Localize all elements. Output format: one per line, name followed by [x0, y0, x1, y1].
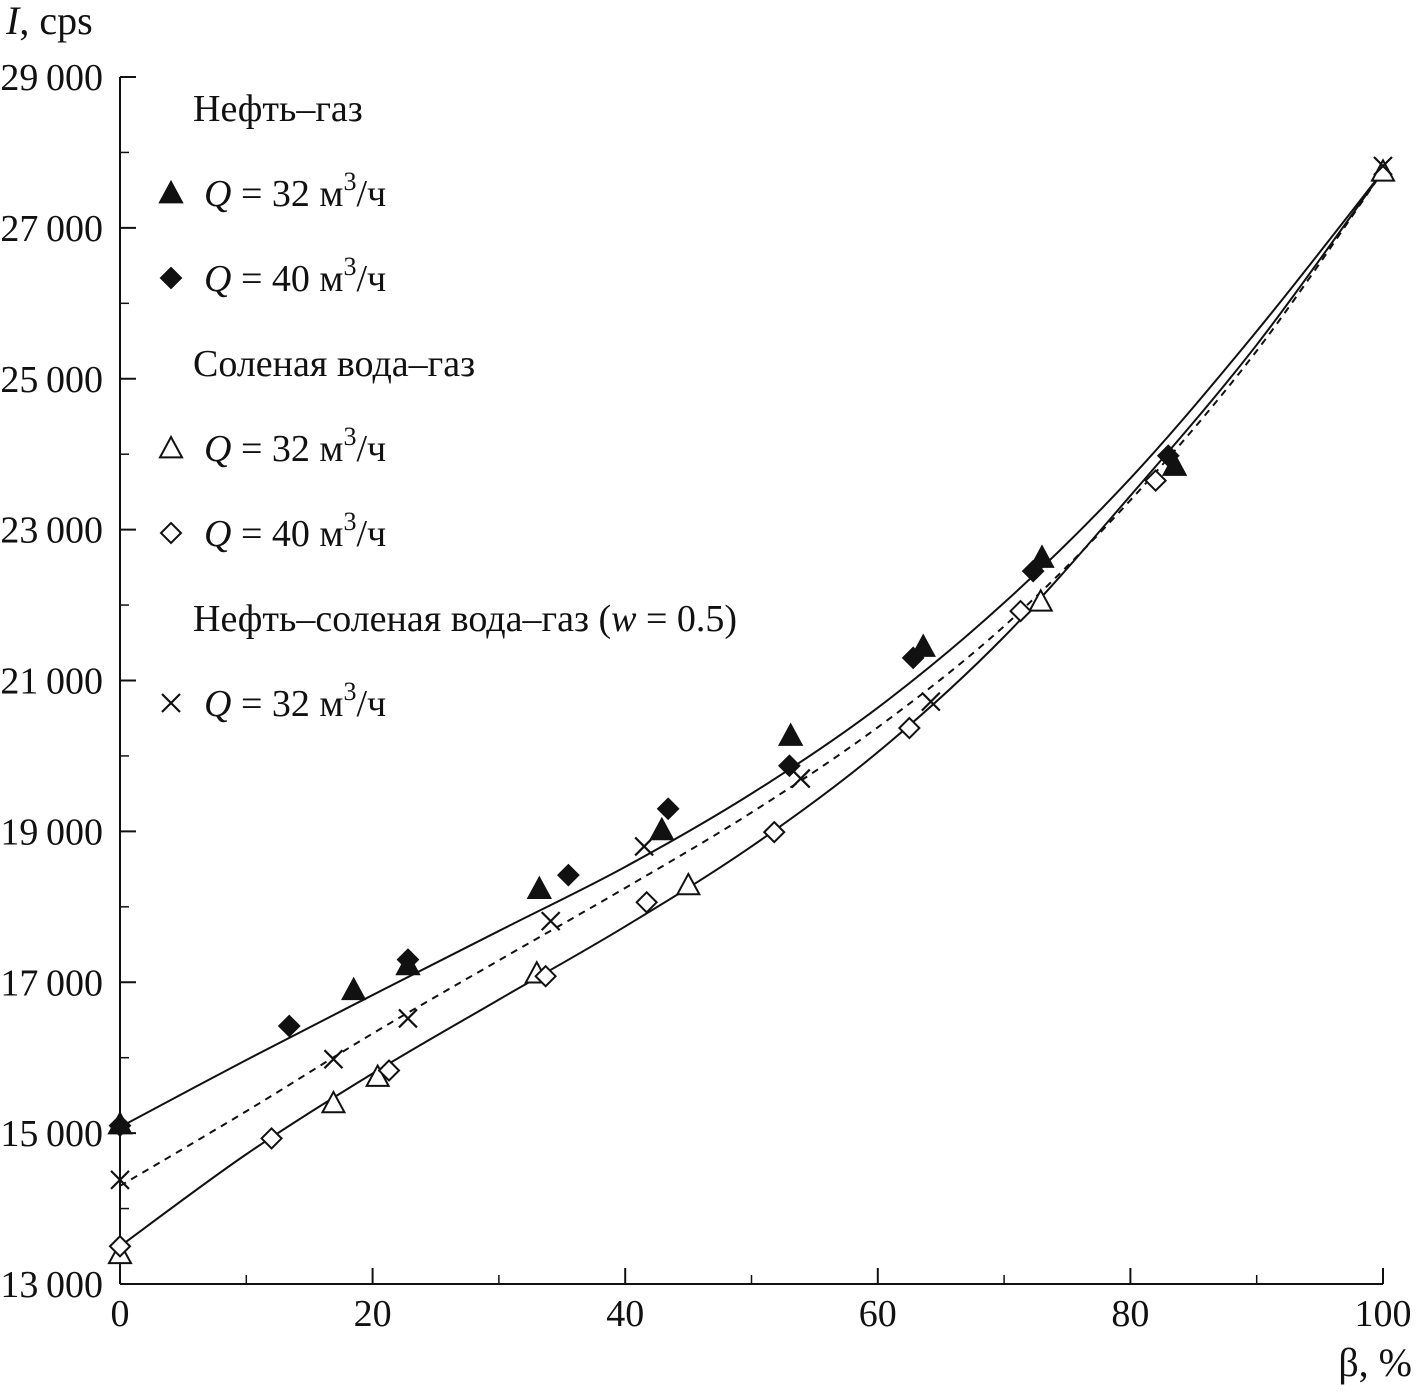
data-point-cross — [1373, 156, 1393, 176]
fit-curve-1 — [119, 170, 1384, 1128]
data-point-diamond-filled — [396, 948, 420, 972]
x-axis-title-var: β — [1338, 1340, 1358, 1385]
legend-marker-triangle-filled — [158, 179, 184, 204]
x-tick-label: 40 — [606, 1293, 644, 1335]
series-diamond-open — [108, 469, 1168, 1258]
y-axis-title: I, cps — [5, 0, 93, 43]
data-point-triangle-open — [1028, 588, 1054, 612]
data-point-cross — [634, 836, 654, 857]
data-point-cross — [323, 1049, 344, 1069]
x-tick-label: 80 — [1111, 1293, 1149, 1335]
legend-entry-label: Q = 32 м3/ч — [204, 677, 386, 725]
x-tick-label: 20 — [354, 1293, 392, 1335]
legend-entry: Q = 40 м3/ч — [159, 252, 386, 300]
data-point-diamond-open — [108, 1234, 132, 1258]
data-point-triangle-filled — [340, 976, 367, 1001]
y-tick-label: 13 000 — [0, 1264, 103, 1306]
data-point-triangle-filled — [1029, 544, 1055, 568]
legend-group-heading: Нефть–газ — [193, 88, 363, 130]
y-axis-title-var: I — [5, 0, 21, 43]
x-axis-title: β, % — [1338, 1340, 1412, 1385]
x-tick-label: 0 — [111, 1293, 130, 1335]
y-tick-label: 19 000 — [0, 811, 103, 853]
legend-marker-triangle-open — [158, 434, 184, 459]
legend-marker-diamond-open — [159, 521, 183, 545]
y-tick-label: 15 000 — [0, 1113, 103, 1155]
data-point-diamond-filled — [556, 863, 580, 887]
legend-entry: Q = 32 м3/ч — [158, 167, 386, 215]
legend-entry-label: Q = 40 м3/ч — [204, 507, 386, 555]
data-point-cross — [110, 1170, 130, 1190]
y-tick-label: 27 000 — [0, 208, 103, 250]
series-diamond-filled — [108, 444, 1180, 1137]
y-tick-label: 23 000 — [0, 510, 103, 552]
data-point-triangle-open — [675, 871, 702, 896]
data-points — [107, 156, 1396, 1265]
data-point-diamond-open — [377, 1059, 401, 1082]
data-point-triangle-filled — [526, 875, 552, 900]
data-point-diamond-open — [897, 716, 921, 740]
y-axis-title-unit: , cps — [19, 0, 92, 43]
y-tick-label: 25 000 — [0, 359, 103, 401]
fit-curve-2 — [119, 170, 1384, 1187]
data-point-diamond-open — [635, 890, 659, 914]
legend: Нефть–газ Q = 32 м3/ч Q = 40 м3/ч Соленая в… — [158, 88, 737, 725]
x-tick-label: 100 — [1355, 1293, 1412, 1335]
x-tick-label: 60 — [859, 1293, 897, 1335]
legend-entry-label: Q = 32 м3/ч — [204, 422, 386, 470]
data-point-diamond-open — [534, 964, 558, 988]
data-point-cross — [921, 691, 941, 712]
data-point-cross — [398, 1008, 418, 1029]
data-point-diamond-filled — [1021, 559, 1045, 583]
data-point-diamond-filled — [901, 646, 925, 670]
data-point-triangle-filled — [910, 633, 936, 657]
legend-group-heading: Соленая вода–газ — [193, 343, 475, 385]
y-tick-label: 17 000 — [0, 962, 103, 1004]
legend-marker-diamond-filled — [159, 266, 183, 290]
data-point-diamond-open — [1009, 599, 1032, 623]
data-point-diamond-open — [1144, 469, 1168, 493]
legend-marker-cross — [161, 693, 181, 713]
data-point-diamond-filled — [1156, 444, 1180, 468]
data-point-triangle-filled — [777, 722, 804, 746]
series-cross — [110, 156, 1393, 1190]
x-axis-title-unit: , % — [1359, 1340, 1412, 1385]
series-triangle-filled — [107, 452, 1188, 1135]
legend-entry-label: Q = 40 м3/ч — [204, 252, 386, 300]
data-point-diamond-filled — [656, 797, 680, 821]
data-point-triangle-open — [1370, 158, 1396, 182]
data-point-diamond-open — [260, 1126, 283, 1150]
data-point-diamond-filled — [108, 1114, 132, 1137]
legend-entry: Q = 32 м3/ч — [161, 677, 386, 725]
data-point-diamond-filled — [277, 1014, 301, 1038]
y-tick-label: 21 000 — [0, 661, 103, 703]
y-tick-label: 29 000 — [0, 57, 103, 99]
data-point-diamond-open — [762, 820, 786, 844]
data-point-triangle-open — [320, 1089, 347, 1114]
data-point-cross — [540, 911, 561, 931]
legend-entry: Q = 40 м3/ч — [159, 507, 386, 555]
legend-entry: Q = 32 м3/ч — [158, 422, 386, 470]
data-point-cross — [790, 768, 811, 789]
legend-entry-label: Q = 32 м3/ч — [204, 167, 386, 215]
legend-group-heading: Нефть–соленая вода–газ (w = 0.5) — [193, 598, 737, 640]
data-point-triangle-filled — [649, 816, 675, 841]
